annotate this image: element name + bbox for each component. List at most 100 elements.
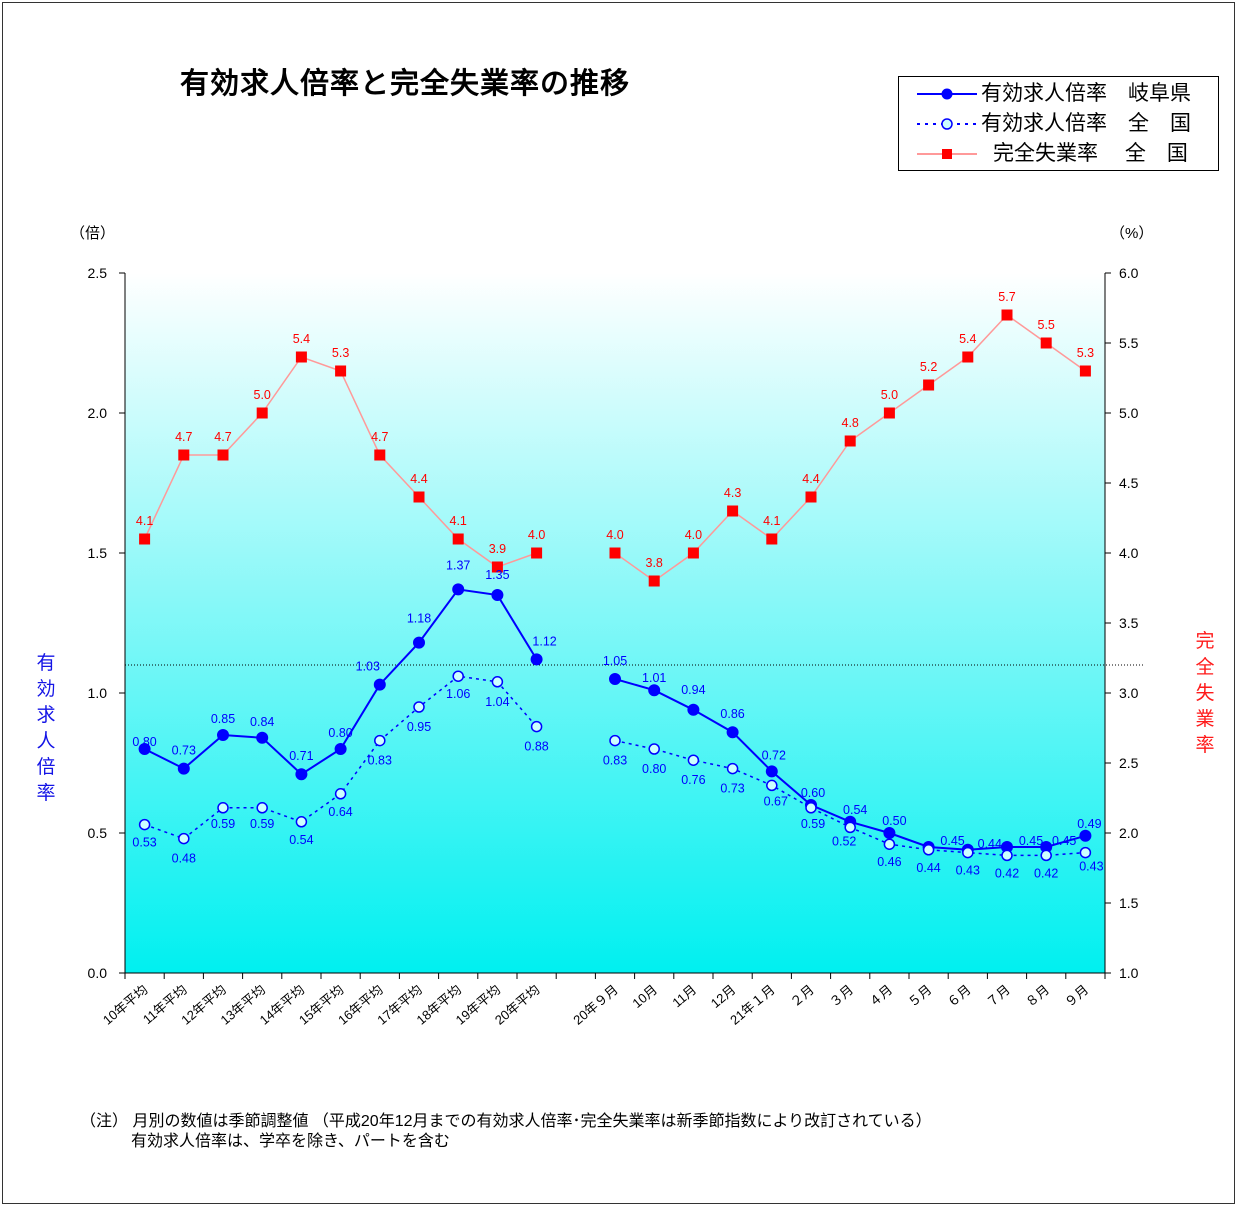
data-label: 1.12	[532, 634, 556, 648]
data-point-unemployment	[648, 575, 660, 587]
data-label: 0.85	[211, 712, 235, 726]
data-label: 1.04	[485, 695, 509, 709]
left-tick-label: 0.0	[88, 965, 108, 981]
x-tick-label: 12月	[708, 982, 739, 1011]
data-point-gifu	[530, 653, 543, 666]
data-label: 0.59	[801, 817, 825, 831]
left-tick-label: 1.0	[88, 685, 108, 701]
legend: 有効求人倍率 岐阜県 有効求人倍率 全 国 完全失業率 全 国	[898, 76, 1219, 171]
data-label: 1.37	[446, 558, 470, 572]
data-point-gifu	[413, 636, 425, 649]
data-point-gifu	[687, 703, 700, 716]
data-point-national-ratio	[687, 754, 700, 766]
data-point-national-ratio	[883, 838, 896, 850]
right-tick-label: 4.5	[1119, 475, 1139, 491]
right-tick-label: 3.5	[1119, 615, 1139, 631]
data-point-unemployment	[374, 449, 386, 461]
data-point-unemployment	[1001, 309, 1013, 321]
data-label: 0.73	[172, 744, 196, 758]
data-label: 0.45	[1019, 834, 1043, 848]
data-label: 0.83	[603, 754, 627, 768]
data-point-unemployment	[727, 505, 739, 517]
data-point-unemployment	[923, 379, 935, 391]
data-label: 4.0	[606, 528, 623, 542]
data-label: 1.35	[485, 568, 509, 582]
data-point-national-ratio	[805, 802, 817, 814]
x-tick-label: ５月	[905, 982, 935, 1010]
data-point-unemployment	[1040, 337, 1052, 349]
data-point-unemployment	[531, 547, 543, 559]
data-point-unemployment	[962, 351, 974, 363]
data-point-unemployment	[491, 561, 503, 573]
data-label: 1.18	[407, 612, 431, 626]
left-tick-label: 2.5	[88, 265, 108, 281]
right-tick-label: 1.5	[1119, 895, 1139, 911]
right-tick-label: 4.0	[1119, 545, 1139, 561]
data-point-unemployment	[256, 407, 268, 419]
legend-sample-gifu	[917, 88, 977, 100]
data-label: 1.03	[356, 660, 380, 674]
data-label: 5.4	[959, 332, 976, 346]
data-label: 4.4	[802, 472, 819, 486]
data-point-unemployment	[805, 491, 817, 503]
data-point-gifu	[256, 731, 269, 744]
data-label: 5.4	[293, 332, 310, 346]
data-point-unemployment	[413, 491, 425, 503]
x-tick-label: ８月	[1023, 982, 1053, 1010]
data-label: 0.73	[720, 782, 744, 796]
data-point-gifu	[334, 743, 347, 755]
data-label: 0.43	[1079, 860, 1103, 874]
right-axis-unit: （%）	[1110, 225, 1153, 242]
x-tick-label: ６月	[944, 982, 974, 1010]
right-tick-label: 3.0	[1119, 685, 1139, 701]
legend-item-unemployment: 完全失業率 全 国	[899, 139, 1218, 169]
data-point-gifu	[138, 743, 151, 755]
data-label: 0.52	[832, 834, 856, 848]
data-label: 0.44	[978, 837, 1002, 851]
data-point-unemployment	[139, 533, 151, 545]
data-label: 0.59	[250, 817, 274, 831]
data-label: 0.94	[681, 683, 705, 697]
data-label: 0.83	[368, 754, 392, 768]
data-label: 5.3	[332, 346, 349, 360]
data-label: 0.71	[289, 749, 313, 763]
data-label: 4.1	[136, 514, 153, 528]
data-label: 4.1	[450, 514, 467, 528]
data-label: 5.3	[1077, 346, 1094, 360]
data-label: 0.42	[1034, 866, 1058, 880]
series-line	[144, 675, 538, 840]
right-tick-label: 6.0	[1119, 265, 1139, 281]
left-axis-unit: （倍）	[70, 225, 115, 242]
legend-label-gifu: 有効求人倍率 岐阜県	[981, 82, 1191, 105]
data-point-national-ratio	[138, 818, 151, 831]
data-label: 5.7	[998, 290, 1015, 304]
legend-label-unemployment: 完全失業率 全 国	[993, 142, 1188, 165]
data-label: 1.06	[446, 687, 470, 701]
data-label: 0.84	[250, 715, 274, 729]
data-point-unemployment	[295, 351, 307, 363]
data-point-gifu	[295, 768, 308, 781]
data-point-national-ratio	[217, 802, 229, 814]
data-label: 4.3	[724, 486, 741, 500]
chart-title: 有効求人倍率と完全失業率の推移	[180, 68, 631, 100]
data-label: 0.46	[877, 855, 901, 869]
data-label: 0.86	[720, 707, 744, 721]
data-point-gifu	[765, 765, 778, 778]
data-label: 4.4	[410, 472, 427, 486]
data-point-gifu	[1079, 829, 1092, 842]
data-point-unemployment	[1079, 365, 1091, 377]
right-tick-label: 5.0	[1119, 405, 1139, 421]
data-label: 0.43	[956, 864, 980, 878]
data-label: 3.9	[489, 542, 506, 556]
data-point-national-ratio	[609, 734, 621, 747]
data-point-unemployment	[452, 533, 464, 545]
data-label: 4.7	[175, 430, 192, 444]
data-point-unemployment	[609, 547, 621, 559]
data-label: 0.80	[132, 735, 156, 749]
right-tick-label: 2.0	[1119, 825, 1139, 841]
data-point-national-ratio	[726, 762, 739, 775]
legend-item-gifu: 有効求人倍率 岐阜県	[899, 79, 1218, 109]
footnote-line-1: （注） 月別の数値は季節調整値 （平成20年12月までの有効求人倍率･完全失業率…	[80, 1113, 932, 1130]
data-label: 3.8	[646, 556, 663, 570]
